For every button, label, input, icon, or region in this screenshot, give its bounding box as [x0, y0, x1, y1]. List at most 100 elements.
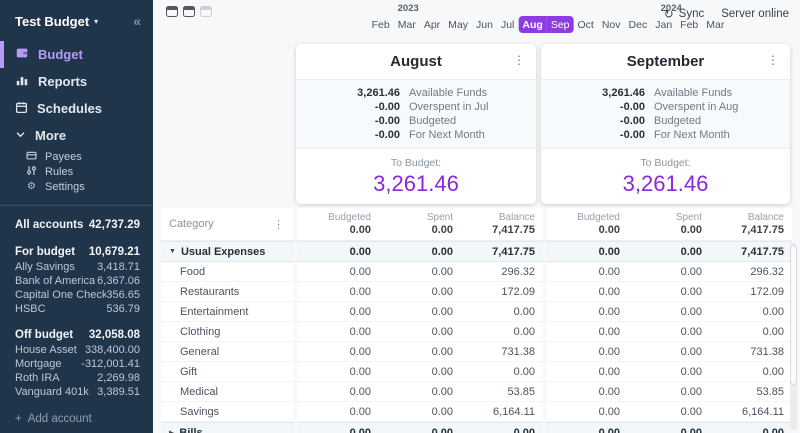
balance-cell[interactable]: 172.09 — [461, 282, 543, 302]
month-sep-2023-selected[interactable]: Sep — [546, 16, 574, 33]
balance-cell[interactable]: 0.00 — [461, 322, 543, 342]
balance-cell[interactable]: 0.00 — [461, 302, 543, 322]
budgeted-cell[interactable]: 0.00 — [297, 262, 379, 282]
sidebar-item-schedules[interactable]: Schedules — [0, 95, 153, 122]
sep-balance-header[interactable]: Balance 7,417.75 — [710, 208, 792, 241]
spent-cell[interactable]: 0.00 — [379, 362, 461, 382]
spent-cell[interactable]: 0.00 — [379, 282, 461, 302]
month-aug-2023-selected[interactable]: Aug — [518, 16, 547, 33]
sidebar-item-reports[interactable]: Reports — [0, 68, 153, 95]
spent-cell[interactable]: 0.00 — [628, 282, 710, 302]
category-name[interactable]: Gift — [161, 362, 294, 382]
aug-budgeted-header[interactable]: Budgeted 0.00 — [297, 208, 379, 241]
balance-cell[interactable]: 6,164.11 — [710, 402, 792, 422]
budgeted-cell[interactable]: 0.00 — [546, 402, 628, 422]
budgeted-cell[interactable]: 0.00 — [546, 282, 628, 302]
sidebar-item-settings[interactable]: ⚙ Settings — [0, 179, 153, 194]
budgeted-cell[interactable]: 0.00 — [297, 241, 379, 262]
spent-cell[interactable]: 0.00 — [628, 402, 710, 422]
account-row-vanguard-401k[interactable]: Vanguard 401k 3,389.51 — [15, 385, 140, 399]
balance-cell[interactable]: 296.32 — [461, 262, 543, 282]
sidebar-collapse-button[interactable]: « — [133, 13, 141, 29]
sidebar-item-rules[interactable]: Rules — [0, 164, 153, 179]
category-name[interactable]: Restaurants — [161, 282, 294, 302]
sidebar-item-payees[interactable]: Payees — [0, 149, 153, 164]
month-feb-2024[interactable]: Feb — [680, 18, 699, 31]
aug-balance-header[interactable]: Balance 7,417.75 — [461, 208, 543, 241]
vertical-scrollbar-track[interactable] — [790, 243, 797, 430]
month-jan-2024[interactable]: Jan — [655, 18, 673, 31]
balance-cell[interactable]: 0.00 — [461, 422, 543, 433]
month-jun-2023[interactable]: Jun — [476, 18, 493, 31]
balance-cell[interactable]: 0.00 — [710, 322, 792, 342]
budgeted-cell[interactable]: 0.00 — [297, 402, 379, 422]
balance-cell[interactable]: 6,164.11 — [461, 402, 543, 422]
category-name[interactable]: General — [161, 342, 294, 362]
category-name[interactable]: Food — [161, 262, 294, 282]
budgeted-cell[interactable]: 0.00 — [546, 342, 628, 362]
budgeted-cell[interactable]: 0.00 — [297, 342, 379, 362]
spent-cell[interactable]: 0.00 — [379, 422, 461, 433]
budgeted-cell[interactable]: 0.00 — [297, 282, 379, 302]
balance-cell[interactable]: 0.00 — [461, 362, 543, 382]
balance-cell[interactable]: 0.00 — [710, 302, 792, 322]
spent-cell[interactable]: 0.00 — [379, 302, 461, 322]
balance-cell[interactable]: 731.38 — [710, 342, 792, 362]
card-menu-icon[interactable]: ⋮ — [513, 53, 525, 67]
sidebar-item-budget[interactable]: Budget — [0, 41, 153, 68]
account-row-house-asset[interactable]: House Asset 338,400.00 — [15, 343, 140, 357]
category-name[interactable]: Entertainment — [161, 302, 294, 322]
spent-cell[interactable]: 0.00 — [628, 241, 710, 262]
month-feb-2023[interactable]: Feb — [371, 18, 390, 31]
month-dec-2023[interactable]: Dec — [628, 18, 648, 31]
spent-cell[interactable]: 0.00 — [628, 262, 710, 282]
balance-cell[interactable]: 0.00 — [710, 422, 792, 433]
balance-cell[interactable]: 172.09 — [710, 282, 792, 302]
spent-cell[interactable]: 0.00 — [379, 322, 461, 342]
budgeted-cell[interactable]: 0.00 — [297, 302, 379, 322]
spent-cell[interactable]: 0.00 — [628, 322, 710, 342]
budgeted-cell[interactable]: 0.00 — [546, 322, 628, 342]
add-account-button[interactable]: + Add account — [15, 413, 140, 425]
month-nov-2023[interactable]: Nov — [601, 18, 621, 31]
month-mar-2024[interactable]: Mar — [706, 18, 725, 31]
group-name-cell[interactable]: ▶ Bills — [161, 422, 294, 433]
budgeted-cell[interactable]: 0.00 — [546, 302, 628, 322]
balance-cell[interactable]: 53.85 — [461, 382, 543, 402]
for-budget-header-row[interactable]: For budget 10,679.21 — [15, 244, 140, 260]
two-month-view-button[interactable] — [183, 6, 195, 17]
month-may-2023[interactable]: May — [448, 18, 469, 31]
category-name[interactable]: Medical — [161, 382, 294, 402]
account-row-ally-savings[interactable]: Ally Savings 3,418.71 — [15, 260, 140, 274]
month-jul-2023[interactable]: Jul — [500, 18, 515, 31]
budgeted-cell[interactable]: 0.00 — [546, 241, 628, 262]
account-row-mortgage[interactable]: Mortgage -312,001.41 — [15, 357, 140, 371]
balance-cell[interactable]: 731.38 — [461, 342, 543, 362]
server-status-button[interactable]: Server online — [721, 8, 789, 20]
spent-cell[interactable]: 0.00 — [379, 402, 461, 422]
account-row-roth-ira[interactable]: Roth IRA 2,269.98 — [15, 371, 140, 385]
month-apr-2023[interactable]: Apr — [423, 18, 441, 31]
budgeted-cell[interactable]: 0.00 — [297, 362, 379, 382]
account-row-hsbc[interactable]: HSBC 536.79 — [15, 302, 140, 316]
budgeted-cell[interactable]: 0.00 — [546, 382, 628, 402]
budgeted-cell[interactable]: 0.00 — [297, 382, 379, 402]
aug-spent-header[interactable]: Spent 0.00 — [379, 208, 461, 241]
budgeted-cell[interactable]: 0.00 — [297, 422, 379, 433]
all-accounts-row[interactable]: All accounts 42,737.29 — [15, 217, 140, 233]
category-name[interactable]: Savings — [161, 402, 294, 422]
category-name[interactable]: Clothing — [161, 322, 294, 342]
account-row-bank-of-america[interactable]: Bank of America 6,367.06 — [15, 274, 140, 288]
spent-cell[interactable]: 0.00 — [628, 382, 710, 402]
balance-cell[interactable]: 0.00 — [710, 362, 792, 382]
three-month-view-button[interactable] — [200, 6, 212, 17]
sidebar-item-more[interactable]: More — [0, 122, 153, 149]
card-menu-icon[interactable]: ⋮ — [767, 53, 779, 67]
spent-cell[interactable]: 0.00 — [628, 342, 710, 362]
budgeted-cell[interactable]: 0.00 — [297, 322, 379, 342]
spent-cell[interactable]: 0.00 — [628, 362, 710, 382]
balance-cell[interactable]: 7,417.75 — [461, 241, 543, 262]
spent-cell[interactable]: 0.00 — [379, 382, 461, 402]
balance-cell[interactable]: 53.85 — [710, 382, 792, 402]
scrollbar-thumb[interactable] — [790, 245, 797, 385]
